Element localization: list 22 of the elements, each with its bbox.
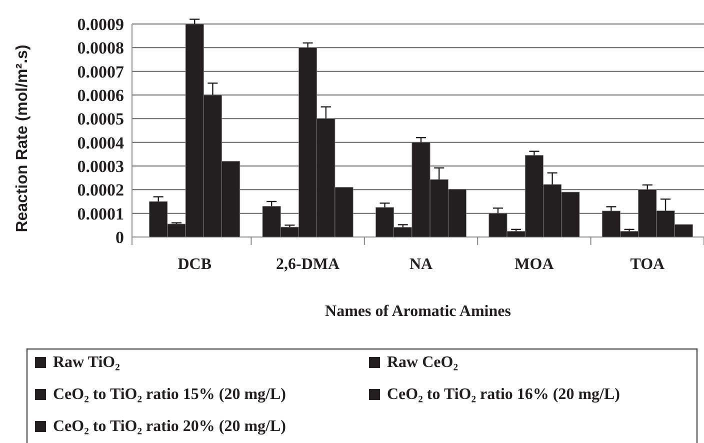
- x-tick-label: 2,6-DMA: [276, 256, 340, 273]
- x-axis-title: Names of Aromatic Amines: [325, 303, 511, 320]
- y-tick-label: 0.0006: [77, 86, 124, 105]
- y-tick-label: 0: [116, 228, 124, 247]
- y-tick-label: 0.0002: [77, 180, 124, 200]
- legend-label: CeO₂ to TiO₂ ratio 20% (20 mg/L): [53, 418, 286, 435]
- legend-label: CeO₂ to TiO₂ ratio 16% (20 mg/L): [387, 386, 620, 403]
- x-tick-label: DCB: [178, 256, 212, 273]
- y-axis-title: Reaction Rate (mol/m².s): [14, 44, 31, 232]
- legend-label: CeO₂ to TiO₂ ratio 15% (20 mg/L): [53, 386, 286, 403]
- y-tick-label: 0.0007: [77, 62, 124, 82]
- legend-label: Raw CeO₂: [387, 354, 458, 371]
- y-tick-label: 0.0003: [77, 156, 124, 176]
- x-tick-label: MOA: [514, 256, 554, 273]
- x-tick-label: NA: [409, 256, 433, 273]
- legend-label: Raw TiO₂: [53, 354, 120, 371]
- y-tick-label: 0.0009: [77, 14, 124, 34]
- y-tick-label: 0.0001: [77, 204, 124, 224]
- y-tick-label: 0.0004: [77, 133, 124, 152]
- x-tick-label: TOA: [630, 256, 666, 273]
- y-tick-label: 0.0008: [77, 38, 124, 58]
- y-tick-label: 0.0005: [77, 110, 124, 129]
